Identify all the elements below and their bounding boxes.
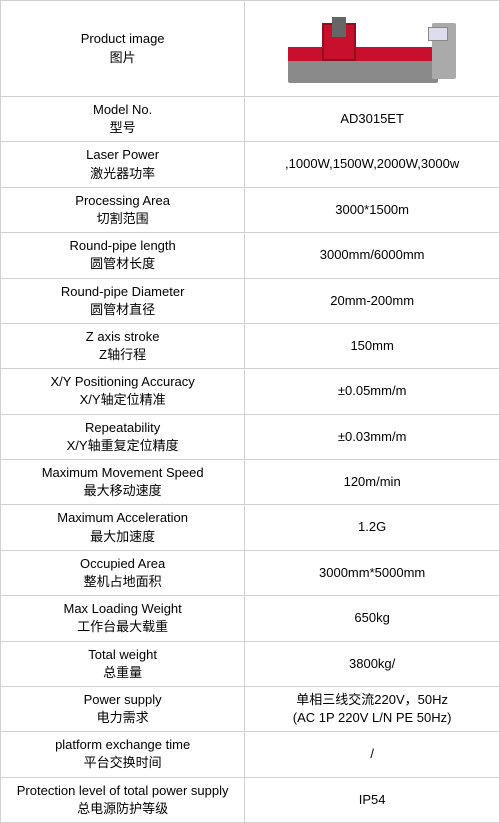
header-label-cell: Product image 图片: [1, 1, 245, 97]
row-label-en: Model No.: [9, 101, 236, 119]
value-cell: IP54: [245, 777, 500, 822]
spec-table: Product image 图片 Model No.型号AD3015ETLase…: [0, 0, 500, 823]
value-cell: ,1000W,1500W,2000W,3000w: [245, 142, 500, 187]
row-label-cn: 型号: [9, 119, 236, 137]
row-label-en: Repeatability: [9, 419, 236, 437]
table-row: Processing Area切割范围3000*1500m: [1, 187, 500, 232]
header-label-en: Product image: [9, 30, 236, 48]
table-row: Protection level of total power supply总电…: [1, 777, 500, 822]
row-label-cn: 切割范围: [9, 210, 236, 228]
product-image-cell: [245, 1, 500, 97]
label-cell: Model No.型号: [1, 97, 245, 142]
row-label-cn: 整机占地面积: [9, 573, 236, 591]
label-cell: X/Y Positioning AccuracyX/Y轴定位精准: [1, 369, 245, 414]
machine-head-shape: [332, 17, 346, 37]
label-cell: Maximum Acceleration最大加速度: [1, 505, 245, 550]
label-cell: Power supply电力需求: [1, 686, 245, 731]
table-row: Maximum Movement Speed最大移动速度120m/min: [1, 460, 500, 505]
row-label-cn: 总重量: [9, 664, 236, 682]
row-label-en: Power supply: [9, 691, 236, 709]
row-label-en: Laser Power: [9, 146, 236, 164]
value-cell: 1.2G: [245, 505, 500, 550]
label-cell: Z axis strokeZ轴行程: [1, 323, 245, 368]
row-label-cn: X/Y轴重复定位精度: [9, 437, 236, 455]
row-label-en: Z axis stroke: [9, 328, 236, 346]
row-label-cn: 总电源防护等级: [9, 800, 236, 818]
header-label-cn: 图片: [9, 49, 236, 67]
row-label-cn: X/Y轴定位精准: [9, 391, 236, 409]
label-cell: Laser Power激光器功率: [1, 142, 245, 187]
row-label-en: Total weight: [9, 646, 236, 664]
spec-table-body: Product image 图片 Model No.型号AD3015ETLase…: [1, 1, 500, 823]
label-cell: Round-pipe length圆管材长度: [1, 233, 245, 278]
row-label-en: Round-pipe length: [9, 237, 236, 255]
row-label-cn: 电力需求: [9, 709, 236, 727]
label-cell: platform exchange time平台交换时间: [1, 732, 245, 777]
table-row: Power supply电力需求单相三线交流220V，50Hz(AC 1P 22…: [1, 686, 500, 731]
value-cell: AD3015ET: [245, 97, 500, 142]
value-cell: 650kg: [245, 596, 500, 641]
table-row: RepeatabilityX/Y轴重复定位精度±0.03mm/m: [1, 414, 500, 459]
table-row: Maximum Acceleration最大加速度1.2G: [1, 505, 500, 550]
table-row: X/Y Positioning AccuracyX/Y轴定位精准±0.05mm/…: [1, 369, 500, 414]
machine-console-shape: [432, 23, 456, 79]
row-label-cn: 最大移动速度: [9, 482, 236, 500]
value-cell: 单相三线交流220V，50Hz(AC 1P 220V L/N PE 50Hz): [245, 686, 500, 731]
row-label-en: Protection level of total power supply: [9, 782, 236, 800]
label-cell: RepeatabilityX/Y轴重复定位精度: [1, 414, 245, 459]
label-cell: Total weight总重量: [1, 641, 245, 686]
row-label-en: X/Y Positioning Accuracy: [9, 373, 236, 391]
value-cell: /: [245, 732, 500, 777]
value-cell: ±0.03mm/m: [245, 414, 500, 459]
row-label-cn: 最大加速度: [9, 528, 236, 546]
row-label-en: Max Loading Weight: [9, 600, 236, 618]
value-cell: 3800kg/: [245, 641, 500, 686]
row-label-en: Maximum Acceleration: [9, 509, 236, 527]
machine-screen-shape: [428, 27, 448, 41]
row-label-en: Processing Area: [9, 192, 236, 210]
machine-base-shape: [288, 59, 438, 83]
label-cell: Occupied Area整机占地面积: [1, 550, 245, 595]
row-label-cn: Z轴行程: [9, 346, 236, 364]
row-label-en: platform exchange time: [9, 736, 236, 754]
product-image: [282, 9, 462, 89]
value-cell: 3000*1500m: [245, 187, 500, 232]
table-row: Round-pipe Diameter圆管材直径20mm-200mm: [1, 278, 500, 323]
table-row: Total weight总重量3800kg/: [1, 641, 500, 686]
row-label-en: Maximum Movement Speed: [9, 464, 236, 482]
table-row: platform exchange time平台交换时间/: [1, 732, 500, 777]
label-cell: Protection level of total power supply总电…: [1, 777, 245, 822]
table-row: Model No.型号AD3015ET: [1, 97, 500, 142]
table-row: Z axis strokeZ轴行程150mm: [1, 323, 500, 368]
table-row: Occupied Area整机占地面积3000mm*5000mm: [1, 550, 500, 595]
value-cell: 3000mm/6000mm: [245, 233, 500, 278]
label-cell: Maximum Movement Speed最大移动速度: [1, 460, 245, 505]
value-cell: 3000mm*5000mm: [245, 550, 500, 595]
machine-bed-shape: [288, 47, 438, 61]
value-cell: 20mm-200mm: [245, 278, 500, 323]
table-row: Max Loading Weight工作台最大载重650kg: [1, 596, 500, 641]
row-label-cn: 平台交换时间: [9, 754, 236, 772]
value-cell: 120m/min: [245, 460, 500, 505]
label-cell: Max Loading Weight工作台最大载重: [1, 596, 245, 641]
row-label-cn: 圆管材直径: [9, 301, 236, 319]
value-cell: 150mm: [245, 323, 500, 368]
label-cell: Processing Area切割范围: [1, 187, 245, 232]
table-row: Round-pipe length圆管材长度3000mm/6000mm: [1, 233, 500, 278]
value-cell: ±0.05mm/m: [245, 369, 500, 414]
header-row: Product image 图片: [1, 1, 500, 97]
row-label-cn: 激光器功率: [9, 165, 236, 183]
table-row: Laser Power激光器功率,1000W,1500W,2000W,3000w: [1, 142, 500, 187]
row-label-en: Occupied Area: [9, 555, 236, 573]
row-label-cn: 工作台最大载重: [9, 618, 236, 636]
row-label-en: Round-pipe Diameter: [9, 283, 236, 301]
row-label-cn: 圆管材长度: [9, 255, 236, 273]
label-cell: Round-pipe Diameter圆管材直径: [1, 278, 245, 323]
